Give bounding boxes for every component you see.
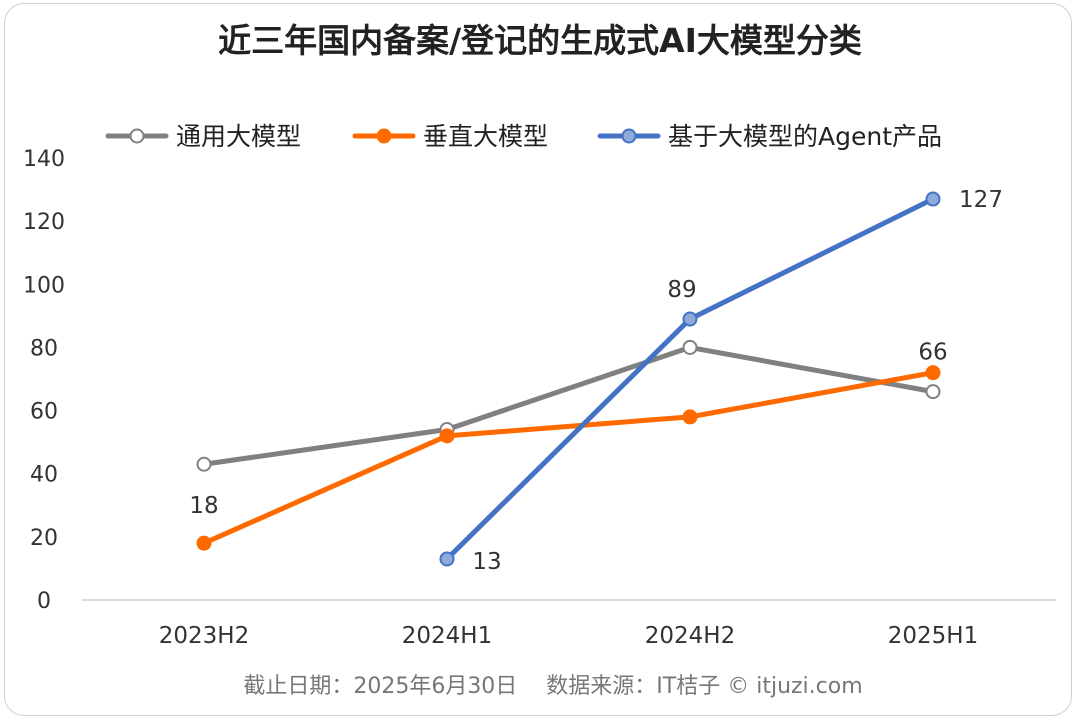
legend-marker	[376, 128, 392, 144]
y-axis: 0 20 40 60 80 100 120 140	[23, 147, 65, 614]
y-tick-label: 0	[37, 589, 51, 614]
data-labels: 18 13 89 66 127	[189, 187, 1003, 575]
y-tick-label: 60	[30, 400, 58, 425]
x-axis: 2023H2 2024H1 2024H2 2025H1	[159, 623, 978, 649]
series-group	[196, 191, 941, 567]
data-point	[925, 191, 941, 207]
x-tick-label: 2023H2	[159, 623, 249, 649]
data-label: 18	[189, 493, 218, 519]
y-tick-label: 40	[30, 463, 58, 488]
series-line	[201, 344, 936, 467]
data-point	[682, 339, 698, 355]
data-point	[196, 456, 212, 472]
legend-item: 基于大模型的Agent产品	[597, 122, 942, 151]
data-point	[682, 311, 698, 327]
data-point	[439, 551, 455, 567]
legend-marker	[129, 128, 145, 144]
y-tick-label: 120	[23, 210, 65, 235]
data-point	[925, 365, 941, 381]
legend-label: 通用大模型	[176, 122, 301, 151]
data-point	[196, 535, 212, 551]
data-label: 89	[667, 277, 696, 303]
series-line	[201, 370, 936, 546]
data-point	[682, 409, 698, 425]
y-tick-label: 140	[23, 147, 65, 172]
data-label: 13	[472, 549, 501, 575]
data-point	[925, 384, 941, 400]
data-point	[439, 428, 455, 444]
y-tick-label: 20	[30, 526, 58, 551]
legend-marker	[621, 128, 637, 144]
chart-title: 近三年国内备案/登记的生成式AI大模型分类	[218, 21, 862, 60]
legend-item: 通用大模型	[105, 122, 301, 151]
x-tick-label: 2024H2	[645, 623, 735, 649]
x-tick-label: 2024H1	[402, 623, 492, 649]
y-tick-label: 100	[23, 273, 65, 298]
footer-note: 截止日期：2025年6月30日 数据来源：IT桔子 © itjuzi.com	[243, 674, 862, 699]
legend-label: 垂直大模型	[423, 122, 548, 151]
chart-card	[4, 3, 1072, 716]
legend: 通用大模型 垂直大模型 基于大模型的Agent产品	[105, 122, 942, 151]
data-label: 66	[918, 340, 947, 366]
legend-label: 基于大模型的Agent产品	[668, 122, 942, 151]
data-label: 127	[959, 187, 1003, 213]
legend-item: 垂直大模型	[352, 122, 548, 151]
y-tick-label: 80	[30, 336, 58, 361]
x-tick-label: 2025H1	[888, 623, 978, 649]
